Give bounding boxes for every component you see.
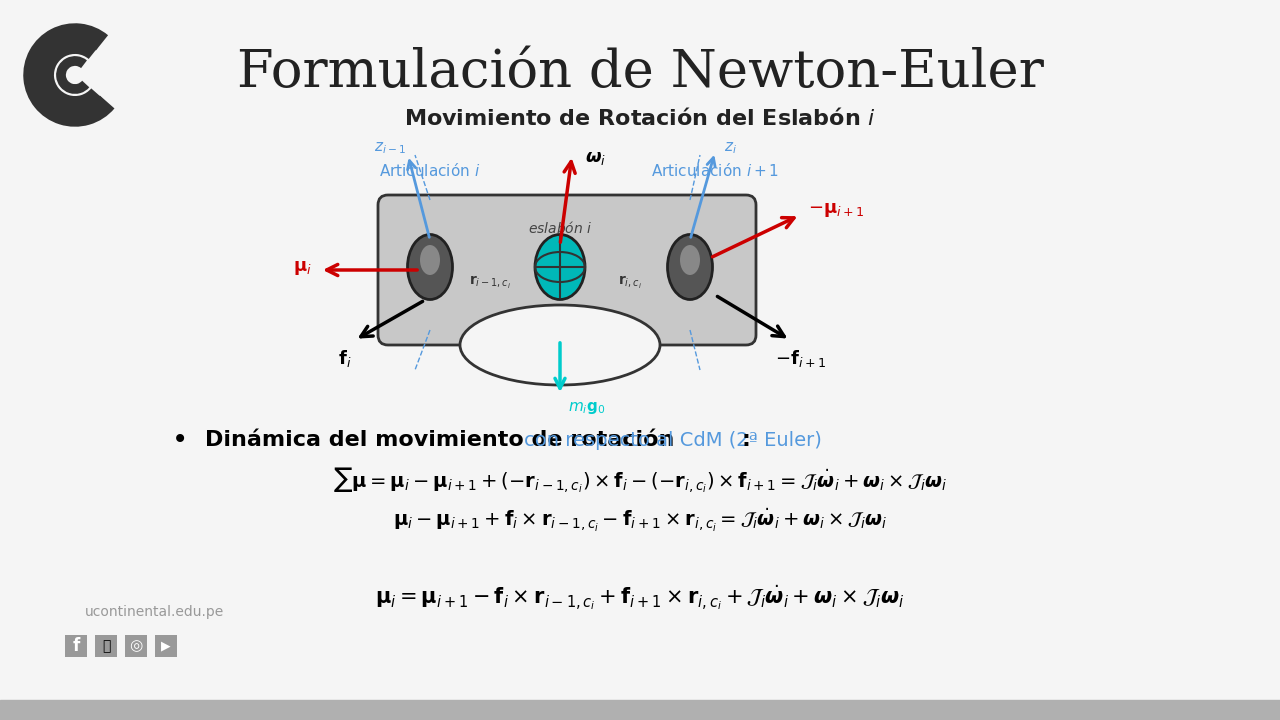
Ellipse shape [680, 245, 700, 275]
Text: Formulación de Newton-Euler: Formulación de Newton-Euler [237, 47, 1043, 97]
Text: $\mathbf{\mu}_i$: $\mathbf{\mu}_i$ [293, 259, 312, 277]
Text: Movimiento de Rotación del Eslabón $i$: Movimiento de Rotación del Eslabón $i$ [404, 107, 876, 129]
Text: $\mathbf{r}_{i,c_i}$: $\mathbf{r}_{i,c_i}$ [618, 274, 643, 291]
Text: Dinámica del movimiento de rotación: Dinámica del movimiento de rotación [205, 430, 682, 450]
Text: $\mathbf{r}_{i-1,c_i}$: $\mathbf{r}_{i-1,c_i}$ [468, 274, 511, 291]
Text: ◎: ◎ [129, 639, 142, 654]
Ellipse shape [667, 235, 713, 300]
Text: $z_{i-1}$: $z_{i-1}$ [374, 140, 406, 156]
Text: ucontinental.edu.pe: ucontinental.edu.pe [84, 605, 224, 619]
Ellipse shape [535, 235, 585, 300]
Text: con respecto al CdM (2ª Euler): con respecto al CdM (2ª Euler) [524, 431, 822, 449]
Ellipse shape [460, 305, 660, 385]
Text: $\mathbf{\mu}_i - \mathbf{\mu}_{i+1} + \mathbf{f}_i \times \mathbf{r}_{i-1,c_i} : $\mathbf{\mu}_i - \mathbf{\mu}_{i+1} + \… [393, 506, 887, 534]
FancyBboxPatch shape [95, 635, 116, 657]
Text: $\boldsymbol{\omega}_i$: $\boldsymbol{\omega}_i$ [585, 149, 607, 167]
Text: ▶: ▶ [161, 639, 170, 652]
Text: Articulación $i$: Articulación $i$ [379, 161, 480, 179]
Text: eslabón $i$: eslabón $i$ [527, 220, 593, 236]
Text: f: f [73, 637, 79, 655]
Text: $z_i$: $z_i$ [723, 140, 736, 156]
Text: $m_i\mathbf{g}_0$: $m_i\mathbf{g}_0$ [568, 400, 605, 416]
Text: Articulación $i+1$: Articulación $i+1$ [652, 161, 780, 179]
Text: 🐦: 🐦 [102, 639, 110, 653]
Ellipse shape [407, 235, 453, 300]
FancyBboxPatch shape [65, 635, 87, 657]
Text: $-\mathbf{\mu}_{i+1}$: $-\mathbf{\mu}_{i+1}$ [808, 201, 864, 219]
Text: :: : [741, 430, 750, 450]
Text: •: • [172, 426, 188, 454]
FancyBboxPatch shape [155, 635, 177, 657]
Text: $\mathbf{f}_i$: $\mathbf{f}_i$ [338, 348, 352, 369]
Text: $\mathbf{\mu}_i = \mathbf{\mu}_{i+1} - \mathbf{f}_i \times \mathbf{r}_{i-1,c_i} : $\mathbf{\mu}_i = \mathbf{\mu}_{i+1} - \… [375, 583, 905, 613]
Text: $-\mathbf{f}_{i+1}$: $-\mathbf{f}_{i+1}$ [774, 348, 826, 369]
Text: $\sum \mathbf{\mu} = \mathbf{\mu}_i - \mathbf{\mu}_{i+1} + (-\mathbf{r}_{i-1,c_i: $\sum \mathbf{\mu} = \mathbf{\mu}_i - \m… [333, 465, 947, 495]
FancyBboxPatch shape [378, 195, 756, 345]
FancyBboxPatch shape [125, 635, 147, 657]
Ellipse shape [420, 245, 440, 275]
Bar [0, 700, 1280, 720]
